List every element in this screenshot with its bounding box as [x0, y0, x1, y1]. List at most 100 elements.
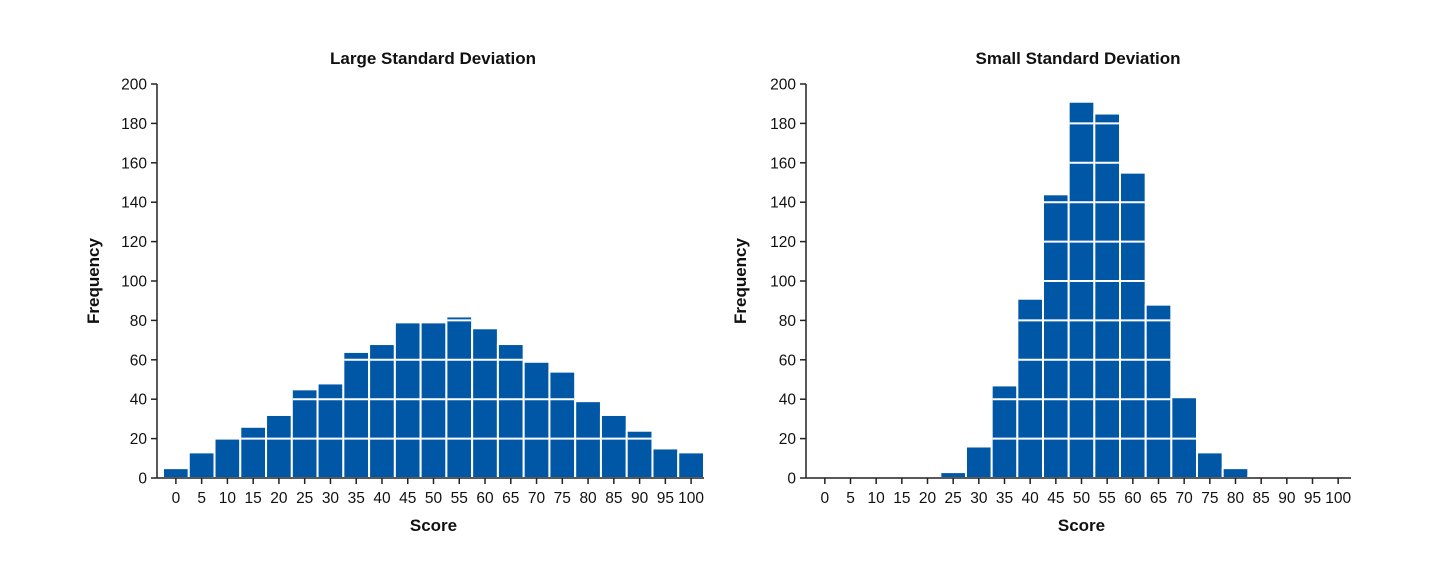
x-tick-label: 60 [476, 490, 494, 507]
x-tick-label: 20 [270, 490, 288, 507]
y-axis-label: Frequency [731, 237, 750, 324]
x-tick-label: 85 [1253, 490, 1270, 507]
bar-50 [1067, 100, 1096, 479]
bar-45 [1042, 193, 1070, 479]
x-tick-label: 80 [1227, 490, 1245, 507]
bar-0 [162, 467, 190, 479]
bar-30 [965, 445, 993, 480]
x-tick-label: 40 [1022, 490, 1040, 507]
bar-grid-lines [241, 319, 652, 440]
bar-65 [496, 343, 525, 480]
y-tick-label: 180 [121, 116, 147, 133]
y-tick-label: 200 [770, 77, 796, 94]
x-tick-label: 25 [945, 490, 962, 507]
x-tick-label: 65 [1150, 490, 1167, 507]
x-tick-label: 65 [502, 490, 519, 507]
x-tick-label: 0 [821, 490, 830, 507]
x-tick-label: 90 [1278, 490, 1296, 507]
y-tick-label: 20 [779, 431, 797, 448]
x-tick-label: 20 [919, 490, 937, 507]
x-tick-label: 5 [197, 490, 206, 507]
bar-60 [471, 327, 499, 479]
bar-25 [290, 388, 319, 480]
x-tick-label: 25 [296, 490, 313, 507]
bar-60 [1119, 171, 1147, 479]
bars [939, 100, 1275, 480]
y-tick-label: 160 [770, 155, 796, 172]
bar-10 [213, 437, 242, 480]
y-tick-label: 80 [779, 313, 797, 330]
x-tick-label: 15 [893, 490, 910, 507]
x-tick-label: 30 [970, 490, 988, 507]
y-tick-label: 60 [130, 352, 148, 369]
bars [162, 315, 705, 480]
x-tick-label: 40 [373, 490, 391, 507]
y-tick-label: 140 [121, 195, 147, 212]
x-axis-label: Score [1058, 516, 1105, 535]
x-tick-label: 45 [399, 490, 416, 507]
x-tick-label: 95 [657, 490, 674, 507]
y-tick-label: 120 [770, 234, 796, 251]
bar-40 [1016, 297, 1045, 480]
x-tick-label: 30 [322, 490, 340, 507]
x-tick-label: 50 [1073, 490, 1091, 507]
x-tick-label: 95 [1304, 490, 1321, 507]
y-tick-label: 0 [138, 471, 147, 488]
bar-70 [522, 360, 551, 479]
bar-75 [548, 370, 577, 479]
small-sd-chart: Small Standard Deviation0204060801001201… [731, 49, 1351, 535]
x-tick-label: 70 [1176, 490, 1194, 507]
chart-title: Large Standard Deviation [330, 49, 536, 68]
x-tick-label: 45 [1047, 490, 1064, 507]
x-tick-label: 35 [348, 490, 365, 507]
bar-35 [342, 350, 371, 480]
bar-40 [368, 343, 396, 480]
y-tick-label: 100 [770, 274, 796, 291]
bar-85 [599, 413, 628, 479]
y-tick-label: 80 [130, 313, 148, 330]
y-tick-label: 40 [779, 392, 797, 409]
large-sd-chart: Large Standard Deviation0204060801001201… [84, 49, 705, 535]
y-tick-label: 140 [770, 195, 796, 212]
bar-20 [265, 413, 293, 479]
x-tick-label: 55 [1099, 490, 1116, 507]
bar-75 [1196, 451, 1224, 480]
chart-title: Small Standard Deviation [976, 49, 1181, 68]
y-tick-label: 20 [130, 431, 148, 448]
bar-5 [187, 451, 216, 480]
x-tick-label: 10 [219, 490, 237, 507]
x-tick-label: 15 [245, 490, 262, 507]
bar-80 [1221, 467, 1250, 479]
y-tick-label: 0 [787, 471, 796, 488]
y-tick-label: 100 [121, 274, 147, 291]
bar-95 [651, 447, 680, 480]
y-tick-label: 200 [121, 77, 147, 94]
x-tick-label: 60 [1124, 490, 1142, 507]
x-tick-label: 35 [996, 490, 1013, 507]
x-tick-label: 0 [172, 490, 181, 507]
x-tick-label: 75 [554, 490, 571, 507]
x-tick-label: 100 [1325, 490, 1351, 507]
x-tick-label: 70 [528, 490, 546, 507]
x-tick-label: 90 [631, 490, 649, 507]
y-axis-label: Frequency [84, 237, 103, 324]
x-tick-label: 50 [425, 490, 443, 507]
bar-grid-lines [992, 122, 1196, 440]
y-tick-label: 160 [121, 155, 147, 172]
bar-15 [239, 425, 268, 479]
bar-65 [1144, 303, 1173, 480]
x-tick-label: 100 [678, 490, 704, 507]
bar-25 [939, 471, 968, 479]
x-tick-label: 75 [1201, 490, 1218, 507]
x-tick-label: 55 [451, 490, 468, 507]
y-tick-label: 60 [779, 352, 797, 369]
y-tick-label: 120 [121, 234, 147, 251]
x-tick-label: 10 [868, 490, 886, 507]
bar-30 [316, 382, 345, 479]
x-tick-label: 5 [846, 490, 855, 507]
x-tick-label: 80 [579, 490, 597, 507]
bar-55 [445, 315, 474, 479]
x-tick-label: 85 [605, 490, 622, 507]
x-axis-label: Score [410, 516, 457, 535]
